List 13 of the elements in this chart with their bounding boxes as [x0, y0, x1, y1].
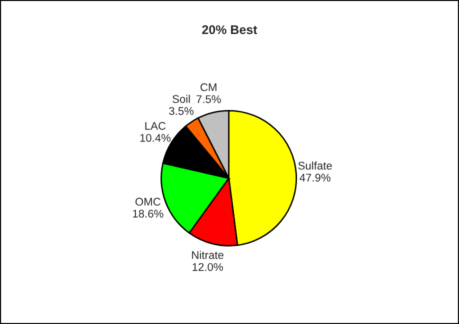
slice-label: Nitrate	[192, 250, 224, 259]
data-label: 47.9%	[300, 174, 330, 182]
data-label: 7.5%	[196, 95, 221, 104]
data-label: 3.5%	[169, 107, 194, 115]
data-label: 18.6%	[133, 210, 164, 218]
data-label: 12.0%	[192, 263, 223, 271]
slice-label: OMC	[135, 198, 160, 206]
slice-label: LAC	[145, 122, 166, 130]
slice-label: Sulfate	[298, 161, 332, 170]
chart-title: 20% Best	[202, 25, 258, 34]
slice-label: Soil	[172, 94, 190, 103]
data-label: 10.4%	[140, 134, 171, 142]
slice-label: CM	[200, 83, 216, 92]
